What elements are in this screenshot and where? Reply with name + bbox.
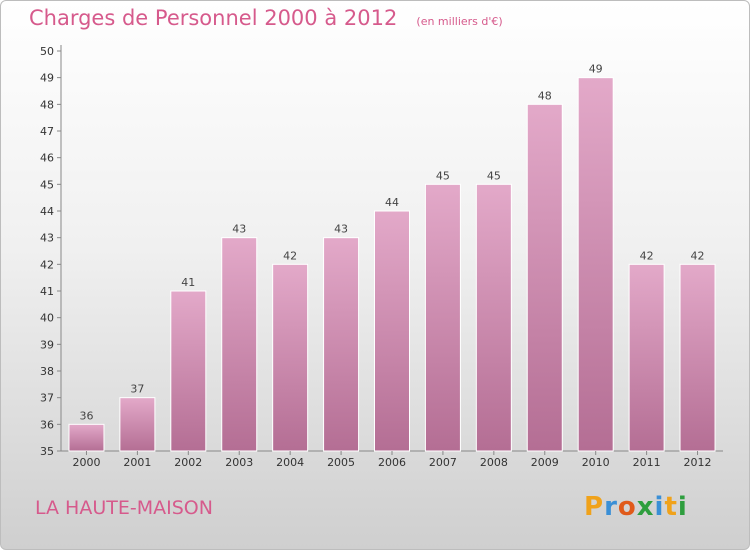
data-label: 36 [79, 409, 93, 422]
chart-subtitle: (en milliers d'€) [416, 15, 503, 28]
y-tick-label: 46 [40, 152, 54, 165]
bar [119, 397, 156, 452]
logo-letter: o [617, 492, 637, 522]
data-label: 43 [232, 223, 246, 236]
x-tick-label: 2002 [174, 456, 202, 469]
y-tick-label: 45 [40, 178, 54, 191]
x-tick-label: 2000 [72, 456, 100, 469]
bar [68, 423, 105, 452]
data-label: 45 [436, 169, 450, 182]
y-tick-label: 47 [40, 125, 54, 138]
y-tick-label: 42 [40, 258, 54, 271]
y-tick-label: 50 [40, 45, 54, 58]
y-tick-label: 48 [40, 98, 54, 111]
y-tick-label: 44 [40, 205, 54, 218]
x-tick-label: 2009 [531, 456, 559, 469]
bar [221, 237, 258, 452]
data-label: 48 [538, 89, 552, 102]
y-tick-label: 39 [40, 338, 54, 351]
y-tick-label: 41 [40, 285, 54, 298]
bar [323, 237, 360, 452]
data-label: 42 [640, 249, 654, 262]
y-tick-label: 49 [40, 72, 54, 85]
logo-letter: x [636, 492, 655, 522]
y-tick-label: 43 [40, 232, 54, 245]
data-label: 49 [589, 63, 603, 76]
commune-name: LA HAUTE-MAISON [35, 497, 213, 519]
data-label: 37 [130, 383, 144, 396]
bar [272, 263, 309, 452]
x-tick-label: 2010 [582, 456, 610, 469]
y-tick-label: 38 [40, 365, 54, 378]
x-tick-label: 2005 [327, 456, 355, 469]
x-tick-label: 2003 [225, 456, 253, 469]
bar [679, 263, 716, 452]
data-label: 44 [385, 196, 399, 209]
logo-letter: i [654, 492, 665, 522]
data-label: 41 [181, 276, 195, 289]
logo-letter: P [584, 492, 605, 522]
x-tick-label: 2006 [378, 456, 406, 469]
logo-letter: r [604, 492, 618, 522]
bar [475, 183, 512, 452]
bar [170, 290, 207, 452]
bar [424, 183, 461, 452]
logo-letter: i [677, 492, 688, 522]
bar [628, 263, 665, 452]
y-tick-label: 35 [40, 445, 54, 458]
data-label: 45 [487, 169, 501, 182]
y-tick-label: 37 [40, 392, 54, 405]
y-tick-label: 36 [40, 418, 54, 431]
x-tick-label: 2007 [429, 456, 457, 469]
x-tick-label: 2008 [480, 456, 508, 469]
x-tick-label: 2004 [276, 456, 304, 469]
bar [374, 210, 410, 452]
bar [577, 77, 614, 452]
bar [526, 103, 563, 452]
data-label: 42 [691, 249, 705, 262]
x-tick-label: 2001 [123, 456, 151, 469]
data-label: 42 [283, 249, 297, 262]
data-label: 43 [334, 223, 348, 236]
x-tick-label: 2011 [633, 456, 661, 469]
title-line: Charges de Personnel 2000 à 2012 (en mil… [29, 6, 503, 30]
logo-letter: t [664, 492, 678, 522]
y-tick-label: 40 [40, 312, 54, 325]
proxiti-logo: Proxiti [584, 492, 688, 522]
chart-title: Charges de Personnel 2000 à 2012 [29, 6, 398, 30]
x-tick-label: 2012 [684, 456, 712, 469]
